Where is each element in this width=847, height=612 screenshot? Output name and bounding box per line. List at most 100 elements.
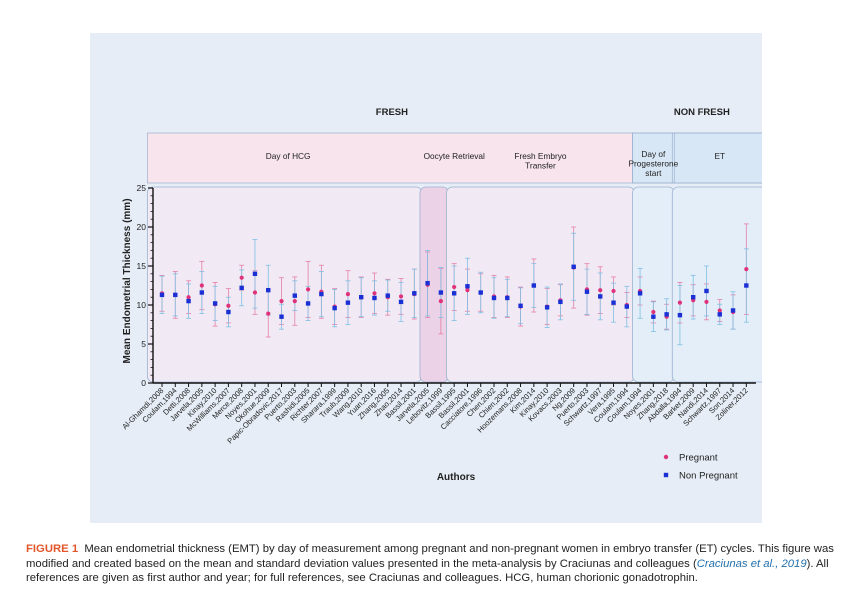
point-pregnant <box>252 290 258 295</box>
legend-pregnant-label: Pregnant <box>679 453 718 464</box>
point-nonpregnant <box>319 291 324 297</box>
point-pregnant <box>677 300 683 305</box>
point-nonpregnant <box>637 291 643 296</box>
point-pregnant <box>239 275 244 280</box>
point-pregnant <box>266 311 271 316</box>
legend: Pregnant Non Pregnant <box>663 453 738 482</box>
point-nonpregnant <box>677 312 683 318</box>
point-nonpregnant <box>398 299 404 305</box>
point-nonpregnant <box>292 293 297 298</box>
legend-nonpregnant-marker <box>663 472 669 478</box>
fresh-header-band <box>147 132 637 184</box>
section-label-0-line-0: Day of HCG <box>266 151 311 161</box>
nonfresh-header-band <box>632 132 762 184</box>
point-nonpregnant <box>717 312 722 317</box>
point-nonpregnant <box>239 285 244 291</box>
point-nonpregnant <box>611 300 616 305</box>
axes-layer <box>148 187 756 387</box>
point-pregnant <box>598 288 603 293</box>
point-nonpregnant <box>518 303 523 308</box>
caption-text-1: Mean endometrial thickness (EMT) by day … <box>26 543 834 570</box>
marker-layer <box>159 264 749 319</box>
figure-caption: FIGURE 1 Mean endometrial thickness (EMT… <box>26 542 836 586</box>
point-pregnant <box>744 267 749 272</box>
point-pregnant <box>292 299 297 304</box>
point-nonpregnant <box>730 308 736 313</box>
point-nonpregnant <box>505 295 510 301</box>
point-nonpregnant <box>199 290 205 295</box>
section-label-3-line-1: Progesterone <box>628 159 678 169</box>
point-pregnant <box>305 287 311 292</box>
point-nonpregnant <box>266 287 271 293</box>
y-tick-label-5: 5 <box>141 339 146 349</box>
section-label-1-line-0: Oocyte Retrieval <box>424 151 485 161</box>
section-label-3-line-0: Day of <box>641 149 666 159</box>
point-pregnant <box>279 299 284 304</box>
section-label-2-line-1: Transfer <box>525 161 556 171</box>
legend-pregnant-marker <box>663 454 669 460</box>
section-label-2-line-0: Fresh Embryo <box>514 151 566 161</box>
point-pregnant <box>199 283 204 288</box>
section-label-3-line-2: start <box>645 168 662 178</box>
chart: FRESH NON FRESH Day of HCG Oocyte Retrieval… <box>120 107 762 483</box>
y-axis-label: Mean Endometrial Thickness (mm) <box>122 198 133 363</box>
point-nonpregnant <box>571 264 576 269</box>
y-tick-label-0: 0 <box>141 378 146 388</box>
point-pregnant <box>372 291 377 296</box>
point-nonpregnant <box>385 293 390 298</box>
group-label-fresh: FRESH <box>376 107 408 118</box>
point-pregnant <box>704 299 709 304</box>
point-nonpregnant <box>478 290 483 295</box>
caption-figure-number: FIGURE 1 <box>26 543 79 555</box>
point-nonpregnant <box>332 305 337 311</box>
point-pregnant <box>398 294 404 299</box>
point-nonpregnant <box>279 314 284 319</box>
section-label-1: Oocyte Retrieval <box>424 151 485 161</box>
point-nonpregnant <box>584 289 590 294</box>
point-nonpregnant <box>491 295 497 301</box>
section-label-2: Fresh Embryo Transfer <box>514 151 566 171</box>
point-nonpregnant <box>744 283 749 288</box>
point-nonpregnant <box>159 292 165 298</box>
point-nonpregnant <box>186 298 191 304</box>
point-nonpregnant <box>651 314 656 319</box>
section-background-layer <box>146 132 762 383</box>
point-nonpregnant <box>425 280 430 286</box>
y-tick-label-10: 10 <box>137 300 147 310</box>
point-pregnant <box>611 288 616 294</box>
point-nonpregnant <box>624 304 629 309</box>
point-pregnant <box>186 295 191 300</box>
point-nonpregnant <box>664 312 669 317</box>
y-tick-label-20: 20 <box>137 222 147 232</box>
point-pregnant <box>717 308 722 313</box>
point-nonpregnant <box>558 299 563 305</box>
section-box-1 <box>419 186 449 383</box>
point-nonpregnant <box>212 301 218 306</box>
section-box-4 <box>671 186 762 383</box>
section-header-box-3 <box>632 132 675 184</box>
point-nonpregnant <box>544 305 550 310</box>
point-pregnant <box>226 303 231 308</box>
point-nonpregnant <box>226 309 231 315</box>
section-label-4: ET <box>714 151 725 161</box>
point-pregnant <box>651 309 656 315</box>
point-nonpregnant <box>704 288 709 294</box>
point-nonpregnant <box>438 290 444 295</box>
point-nonpregnant <box>531 283 537 288</box>
point-pregnant <box>452 284 457 290</box>
point-nonpregnant <box>465 284 470 289</box>
point-pregnant <box>438 299 443 304</box>
y-tick-label-15: 15 <box>137 261 147 271</box>
group-label-nonfresh: NON FRESH <box>674 107 730 118</box>
y-tick-label-25: 25 <box>137 183 147 193</box>
point-nonpregnant <box>345 300 351 305</box>
point-nonpregnant <box>598 294 603 299</box>
point-pregnant <box>465 288 470 293</box>
section-label-4-line-0: ET <box>714 151 725 161</box>
caption-text-2: ). All references are given as first aut… <box>26 557 829 585</box>
point-pregnant <box>345 291 351 297</box>
caption-citation-link[interactable]: Craciunas et al., 2019 <box>696 557 807 570</box>
point-nonpregnant <box>412 291 417 296</box>
section-header-box-4 <box>671 132 762 184</box>
section-label-0: Day of HCG <box>266 151 311 161</box>
